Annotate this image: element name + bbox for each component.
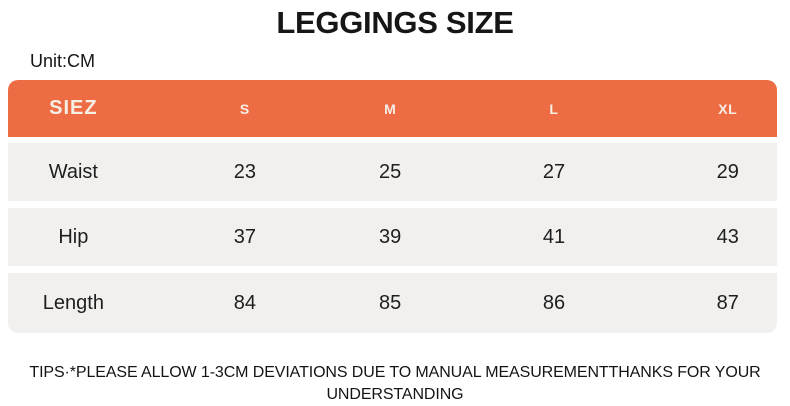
table-row-hip: Hip 37 39 41 43	[8, 208, 777, 266]
header-col-l: L	[549, 100, 559, 117]
hip-value-s: 37	[233, 225, 256, 248]
length-value-s: 84	[233, 291, 256, 314]
waist-value-xl: 29	[716, 160, 739, 183]
hip-value-xl: 43	[716, 225, 739, 248]
table-row-length: Length 84 85 86 87	[8, 273, 777, 333]
row-label-waist: Waist	[48, 160, 98, 183]
page-title: LEGGINGS SIZE	[276, 5, 514, 40]
unit-label: Unit:CM	[30, 51, 96, 71]
header-corner-label: SIEZ	[49, 97, 98, 119]
length-value-m: 85	[379, 291, 402, 314]
header-col-s: S	[239, 100, 250, 117]
hip-value-l: 41	[542, 225, 566, 248]
header-col-m: M	[384, 100, 397, 117]
tips-footer-note: TIPS·*PLEASE ALLOW 1-3CM DEVIATIONS DUE …	[29, 364, 761, 403]
waist-value-s: 23	[233, 160, 256, 183]
header-col-xl: XL	[718, 100, 738, 117]
waist-value-l: 27	[542, 160, 566, 183]
row-label-hip: Hip	[58, 225, 89, 248]
table-row-waist: Waist 23 25 27 29	[8, 143, 777, 201]
size-table: SIEZ S M L XL Waist 23 25 27 29 Hip 37 3…	[8, 80, 777, 333]
length-value-l: 86	[542, 291, 566, 314]
length-value-xl: 87	[716, 291, 739, 314]
waist-value-m: 25	[379, 160, 402, 183]
size-table-header-row: SIEZ S M L XL	[8, 80, 777, 137]
hip-value-m: 39	[379, 225, 402, 248]
row-label-length: Length	[42, 291, 104, 314]
